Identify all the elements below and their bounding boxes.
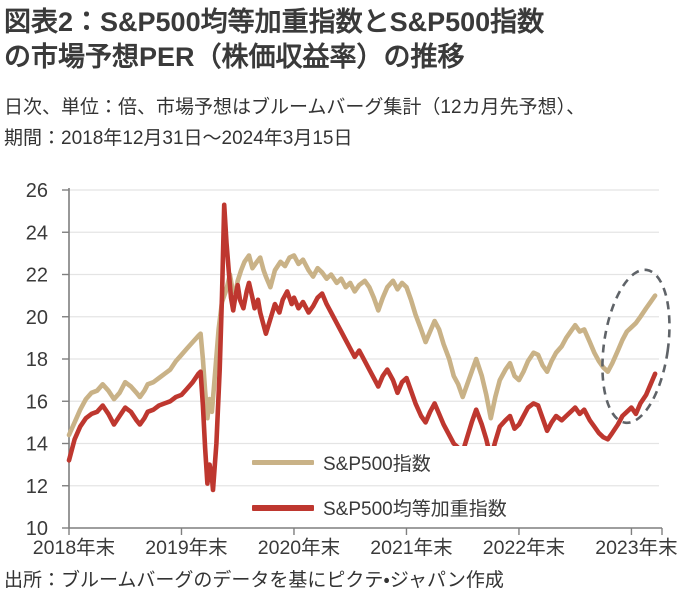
x-axis-tick-label-1: 2019年末	[145, 537, 227, 559]
highlight-ellipse-annotation	[601, 268, 671, 425]
x-axis-tick-label-4: 2022年末	[483, 537, 565, 559]
figure-title: 図表2：S&P500均等加重指数とS&P500指数 の市場予想PER（株価収益率…	[4, 5, 684, 75]
y-axis-tick-label-24: 24	[26, 222, 48, 244]
y-axis-tick-label-20: 20	[26, 307, 48, 329]
figure-title-line-2: の市場予想PER（株価収益率）の推移	[4, 42, 465, 72]
x-axis-tick-label-3: 2021年末	[370, 537, 452, 559]
y-axis-tick-label-10: 10	[26, 518, 48, 540]
chart-legend: S&P500指数 S&P500均等加重指数	[250, 446, 517, 524]
y-axis-tick-label-18: 18	[26, 349, 48, 371]
legend-item-sp500: S&P500指数	[250, 446, 517, 479]
figure-subtitle: 日次、単位：倍、市場予想はブルームバーグ集計（12カ月先予想）、 期間：2018…	[4, 92, 684, 154]
y-axis-tick-label-12: 12	[26, 476, 48, 498]
figure-title-line-1: 図表2：S&P500均等加重指数とS&P500指数	[4, 7, 545, 37]
y-axis-tick-label-14: 14	[26, 434, 48, 456]
x-axis-tick-label-2: 2020年末	[258, 537, 340, 559]
legend-line-sp500-equal-weight-icon	[252, 504, 314, 511]
per-line-chart: 10 12 14 16 18 20 22 24 26 2018年末 2019年末 2020年末 2021…	[0, 168, 686, 568]
x-axis-tick-label-5: 2023年末	[595, 537, 677, 559]
series-line-sp500	[66, 253, 658, 438]
legend-line-sp500-icon	[252, 460, 314, 465]
legend-item-sp500-equal-weight: S&P500均等加重指数	[250, 491, 517, 524]
series-line-sp500-equal-weight	[66, 202, 658, 493]
figure-subtitle-line-1: 日次、単位：倍、市場予想はブルームバーグ集計（12カ月先予想）、	[4, 97, 586, 118]
y-axis-tick-label-26: 26	[26, 180, 48, 202]
legend-label-sp500-equal-weight: S&P500均等加重指数	[323, 499, 507, 520]
y-axis-tick-label-22: 22	[26, 265, 48, 287]
figure-subtitle-line-2: 期間：2018年12月31日～2024年3月15日	[4, 128, 353, 149]
legend-label-sp500: S&P500指数	[323, 454, 431, 475]
per-chart-svg: 10 12 14 16 18 20 22 24 26 2018年末 2019年末 2020年末 2021…	[26, 180, 678, 559]
source-note: 出所：ブルームバーグのデータを基にピクテ・ジャパン作成	[4, 570, 504, 591]
y-axis-tick-label-16: 16	[26, 391, 48, 413]
x-axis-tick-label-0: 2018年末	[33, 537, 115, 559]
